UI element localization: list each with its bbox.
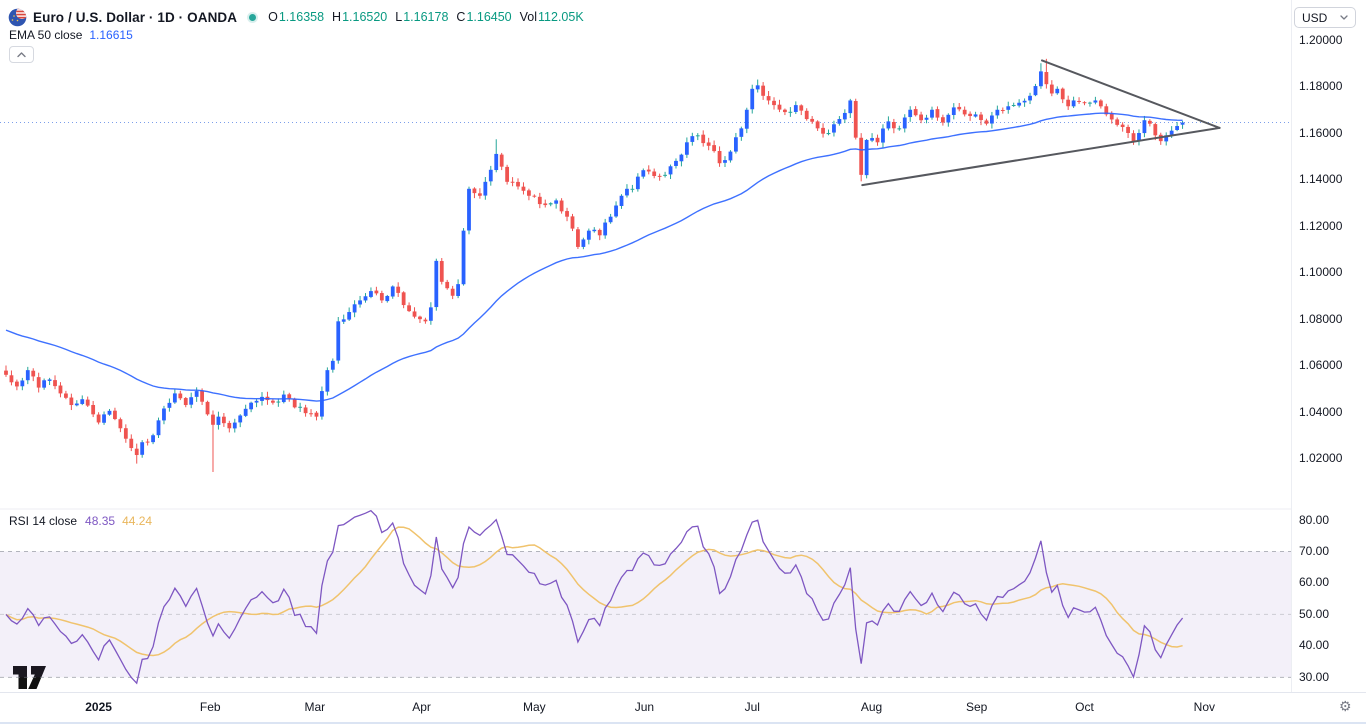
volume-label: Vol (519, 10, 538, 24)
price-axis-label: 1.18000 (1299, 79, 1343, 93)
price-axis-label: 1.08000 (1299, 311, 1343, 326)
time-axis-label-oct: Oct (1075, 700, 1094, 714)
rsi-axis-label: 60.00 (1299, 575, 1330, 590)
price-axis-label: 1.16000 (1299, 125, 1343, 140)
currency-label: USD (1302, 10, 1328, 25)
close-value: 1.16450 (466, 10, 512, 24)
ohlc-values: O 1.16358 H 1.16520 L 1.16178 C 1.16450 Vol 1… (268, 10, 584, 24)
time-axis[interactable]: ⚙ 2025 Feb Mar Apr May Jun Jul Aug Sep Oct Nov (0, 692, 1366, 722)
price-axis-label: 1.10000 (1299, 265, 1343, 279)
rsi-value: 48.35 (85, 514, 116, 528)
chevron-up-icon (17, 51, 26, 57)
time-axis-label-apr: Apr (412, 700, 431, 714)
currency-selector[interactable]: USD (1294, 7, 1356, 28)
time-axis-label-2025: 2025 (85, 700, 112, 714)
time-axis-label-jun: Jun (634, 700, 655, 714)
rsi-legend[interactable]: RSI 14 close 48.35 44.24 (9, 514, 152, 528)
time-axis-label-jul: Jul (744, 700, 760, 714)
collapse-legend-button[interactable] (9, 46, 34, 63)
price-axis-label: 1.14000 (1299, 172, 1343, 186)
rsi-axis-label: 40.00 (1299, 638, 1330, 653)
rsi-axis-label: 50.00 (1299, 606, 1330, 621)
low-label: L (395, 10, 403, 24)
candlestick-series (4, 58, 1185, 472)
rsi-line (5, 509, 1184, 685)
eurusd-pair-icon (8, 8, 27, 26)
rsi-legend-label: RSI 14 close (9, 514, 78, 528)
high-value: 1.16520 (342, 10, 388, 24)
ema-legend[interactable]: EMA 50 close 1.16615 (9, 28, 133, 42)
time-axis-label-nov: Nov (1193, 700, 1215, 714)
price-axis-label: 1.20000 (1299, 32, 1343, 47)
symbol-title[interactable]: Euro / U.S. Dollar · 1D · OANDA (33, 9, 238, 25)
price-axis-label: 1.04000 (1299, 404, 1343, 419)
high-label: H (332, 10, 342, 24)
rsi-levels (0, 550, 1291, 678)
market-status-dot[interactable] (249, 13, 257, 21)
price-axis-label: 1.12000 (1299, 218, 1343, 233)
rsi-axis-label: 30.00 (1299, 669, 1330, 684)
price-axis-label: 1.02000 (1299, 451, 1343, 465)
open-label: O (268, 10, 278, 24)
ema-legend-value: 1.16615 (89, 28, 133, 42)
low-value: 1.16178 (403, 10, 449, 24)
time-axis-label-aug: Aug (860, 700, 883, 714)
rsi-axis-label: 70.00 (1299, 543, 1330, 558)
time-axis-label-may: May (523, 700, 546, 714)
price-axis[interactable]: 1.20000 1.18000 1.16000 1.14000 1.12000 1.100… (1299, 0, 1366, 692)
time-axis-label-mar: Mar (304, 700, 326, 714)
trendline-lower[interactable] (861, 126, 1221, 187)
gear-icon[interactable]: ⚙ (1339, 698, 1352, 714)
rsi-ma-value: 44.24 (122, 514, 153, 528)
chevron-down-icon (1340, 15, 1348, 20)
trendline-upper[interactable] (1041, 59, 1221, 129)
rsi-axis-label: 80.00 (1299, 512, 1330, 527)
volume-value: 112.05K (538, 10, 584, 24)
time-axis-label-sep: Sep (965, 700, 988, 714)
time-axis-label-feb: Feb (199, 700, 221, 714)
open-value: 1.16358 (278, 10, 325, 24)
rsi-ma-line (5, 526, 1183, 657)
close-label: C (456, 10, 466, 24)
symbol-legend[interactable]: Euro / U.S. Dollar · 1D · OANDA O 1.16358… (8, 7, 584, 27)
price-axis-label: 1.06000 (1299, 358, 1343, 372)
ema-legend-label: EMA 50 close (9, 28, 83, 42)
ema-50-line (5, 112, 1183, 402)
